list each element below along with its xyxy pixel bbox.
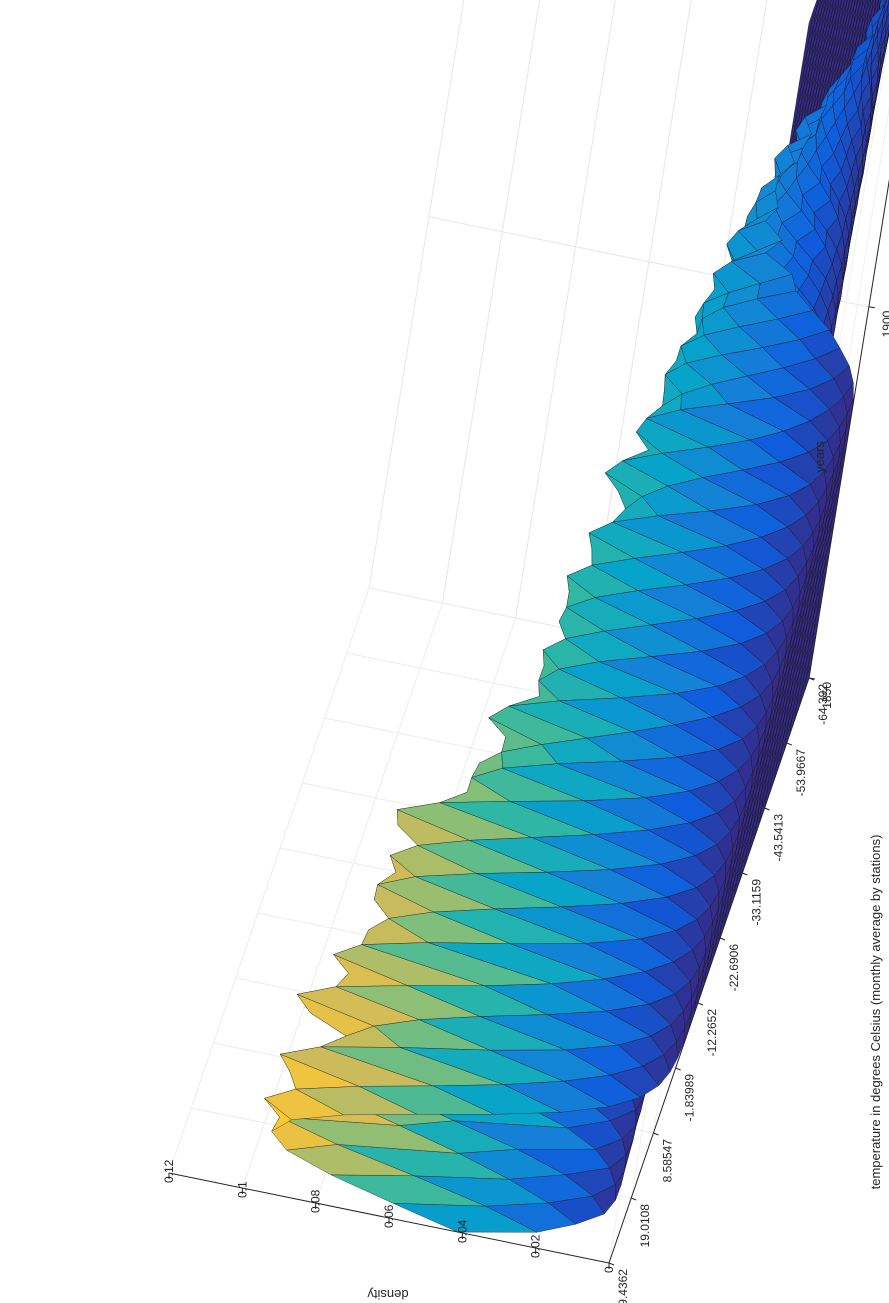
surface <box>264 0 889 1233</box>
z-tick-label: 0.06 <box>382 1204 396 1228</box>
grid-line <box>168 587 370 1174</box>
y-tick-label: -64.392 <box>816 684 830 725</box>
y-tick-label: -22.6906 <box>727 944 741 992</box>
y-tick-label: 19.0108 <box>638 1204 652 1248</box>
grid-line <box>515 0 616 619</box>
y-tick <box>719 937 726 941</box>
x-axis-label: years <box>812 441 827 473</box>
y-tick <box>631 1197 637 1201</box>
x-tick-label: 1850 <box>820 682 834 709</box>
y-tick-label: -53.9667 <box>794 749 808 797</box>
y-tick <box>608 1262 615 1266</box>
y-tick-label: -43.5413 <box>772 814 786 862</box>
z-tick-label: 0.02 <box>529 1234 543 1258</box>
y-tick-label: 8.58547 <box>660 1139 674 1183</box>
z-tick-label: 0.12 <box>162 1159 176 1183</box>
surface-patch <box>846 0 848 4</box>
grid-line <box>241 602 443 1189</box>
grid-line <box>368 0 465 589</box>
grid-line <box>588 0 692 634</box>
y-tick-label: -33.1159 <box>749 879 763 926</box>
y-tick-label: 29.4362 <box>616 1269 630 1303</box>
x-tick-label: 1900 <box>880 310 889 337</box>
y-tick <box>675 1067 681 1071</box>
surface-patch <box>843 0 846 3</box>
z-tick-label: 0 <box>602 1266 616 1273</box>
z-axis-label: density <box>367 1287 409 1302</box>
y-axis-label: temperature in degrees Celsius (monthly … <box>868 835 883 1190</box>
y-tick-label: -12.2652 <box>705 1009 719 1057</box>
grid-line <box>441 0 541 604</box>
y-tick <box>786 742 792 746</box>
x-tick <box>868 306 875 309</box>
y-axis-line <box>608 677 810 1264</box>
axes: 0 0.02 0.04 0.06 0.08 0.1 0.12 29.4362 19.0108 8.… <box>162 178 889 1303</box>
z-tick-label: 0.1 <box>235 1181 249 1198</box>
x-axis-line <box>808 178 889 679</box>
x-tick <box>808 677 816 680</box>
y-tick <box>764 807 770 811</box>
y-tick <box>653 1132 659 1136</box>
z-tick-label: 0.04 <box>455 1219 469 1243</box>
y-tick-label: -1.83989 <box>683 1074 697 1122</box>
y-tick <box>742 872 748 876</box>
z-tick-label: 0.08 <box>309 1189 323 1213</box>
y-tick <box>697 1002 704 1006</box>
